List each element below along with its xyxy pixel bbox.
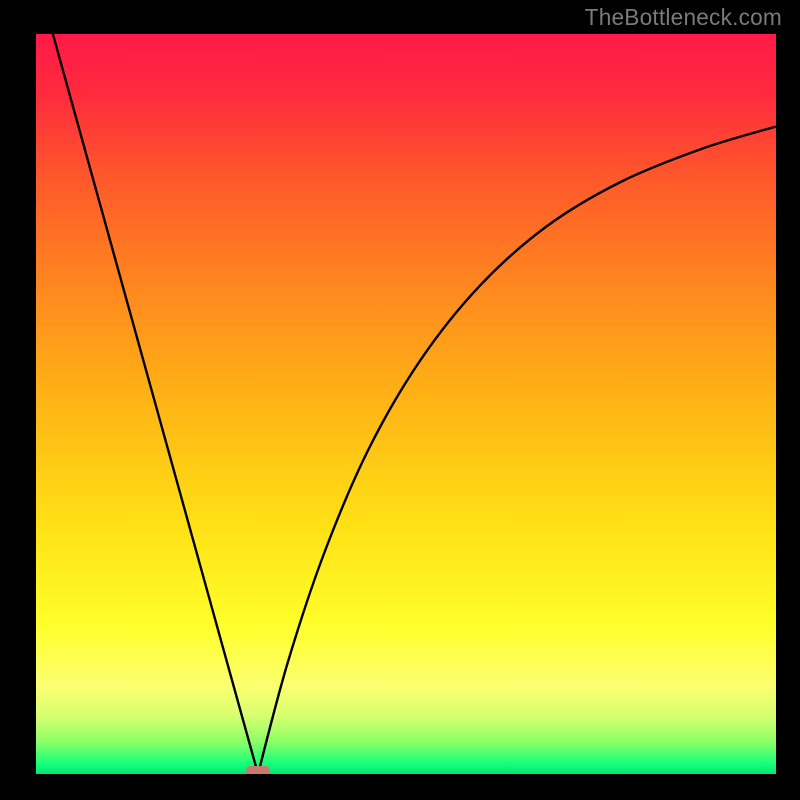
chart-frame: TheBottleneck.com (0, 0, 800, 800)
vertex-marker (246, 766, 270, 782)
plot-background (36, 34, 776, 774)
watermark-label: TheBottleneck.com (585, 4, 782, 31)
bottleneck-chart (0, 0, 800, 800)
